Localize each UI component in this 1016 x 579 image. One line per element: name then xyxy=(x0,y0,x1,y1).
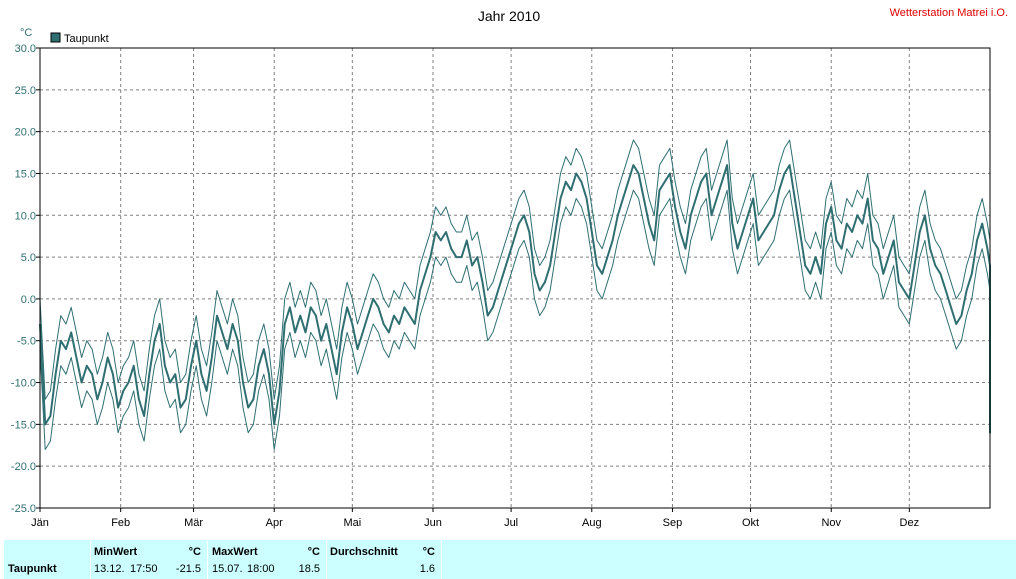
y-axis-unit: °C xyxy=(20,27,32,39)
y-tick-label: -20.0 xyxy=(11,461,36,473)
stats-separator xyxy=(326,540,327,579)
x-tick-label: Okt xyxy=(742,517,759,529)
y-tick-label: 15.0 xyxy=(15,168,36,180)
y-axis-ticks: 30.0 25.0 20.0 15.0 10.0 5.0 0.0 -5.0 -10.0 -15.0… xyxy=(11,43,40,515)
stats-row-label: Taupunkt xyxy=(8,563,57,575)
series-line-lower xyxy=(39,189,991,459)
max-cell: MaxWert °C 15.07. 18:00 18.5 xyxy=(208,540,326,579)
station-name: Wetterstation Matrei i.O. xyxy=(890,7,1008,19)
avg-cell: Durchschnitt °C 1.6 xyxy=(327,540,441,579)
max-time: 18:00 xyxy=(247,563,275,575)
max-unit: °C xyxy=(307,546,320,558)
max-value: 18.5 xyxy=(298,563,320,575)
dewpoint-chart: Jahr 2010 Wetterstation Matrei i.O. °C T… xyxy=(11,7,1008,529)
x-tick-label: Apr xyxy=(266,517,283,529)
max-date: 15.07. xyxy=(212,563,243,575)
avg-label: Durchschnitt xyxy=(330,546,398,558)
x-tick-label: Mai xyxy=(343,517,361,529)
avg-value: 1.6 xyxy=(419,563,435,575)
y-tick-label: 25.0 xyxy=(15,85,36,97)
chart-title: Jahr 2010 xyxy=(478,8,540,24)
x-tick-label: Dez xyxy=(900,517,920,529)
y-tick-label: 10.0 xyxy=(15,210,36,222)
grid xyxy=(40,48,990,508)
min-time: 17:50 xyxy=(130,563,158,575)
x-tick-label: Feb xyxy=(111,517,130,529)
x-tick-label: Jul xyxy=(504,517,518,529)
min-unit: °C xyxy=(188,546,201,558)
y-tick-label: -15.0 xyxy=(11,419,36,431)
y-tick-label: 20.0 xyxy=(15,127,36,139)
legend-swatch xyxy=(50,32,61,43)
y-tick-label: 30.0 xyxy=(15,43,36,55)
x-tick-label: Jän xyxy=(31,517,49,529)
x-tick-label: Aug xyxy=(582,517,602,529)
plot-frame xyxy=(39,47,991,509)
y-tick-label: -25.0 xyxy=(11,503,36,515)
y-tick-label: -10.0 xyxy=(11,378,36,390)
stats-panel: Taupunkt MinWert °C 13.12. 17:50 -21.5 M… xyxy=(4,540,1016,579)
y-tick-label: 5.0 xyxy=(21,252,36,264)
x-tick-label: Jun xyxy=(424,517,442,529)
avg-unit: °C xyxy=(422,546,435,558)
stats-separator xyxy=(441,540,442,579)
min-label: MinWert xyxy=(94,546,138,558)
max-label: MaxWert xyxy=(212,546,258,558)
legend: Taupunkt xyxy=(50,32,109,45)
x-tick-label: Sep xyxy=(663,517,683,529)
y-tick-label: 0.0 xyxy=(21,294,36,306)
min-cell: MinWert °C 13.12. 17:50 -21.5 xyxy=(91,540,207,579)
legend-label: Taupunkt xyxy=(64,33,109,45)
x-tick-label: Mär xyxy=(184,517,203,529)
stats-row-header: Taupunkt xyxy=(4,540,90,579)
series-line-upper xyxy=(39,139,991,409)
x-tick-label: Nov xyxy=(821,517,841,529)
min-value: -21.5 xyxy=(175,563,201,575)
x-axis-ticks: Jän Feb Mär Apr Mai Jun Jul Aug Sep Okt Nov Dez xyxy=(31,508,919,529)
min-date: 13.12. xyxy=(94,563,125,575)
y-tick-label: -5.0 xyxy=(17,336,36,348)
stats-separator xyxy=(207,540,208,579)
stats-separator xyxy=(90,540,91,579)
